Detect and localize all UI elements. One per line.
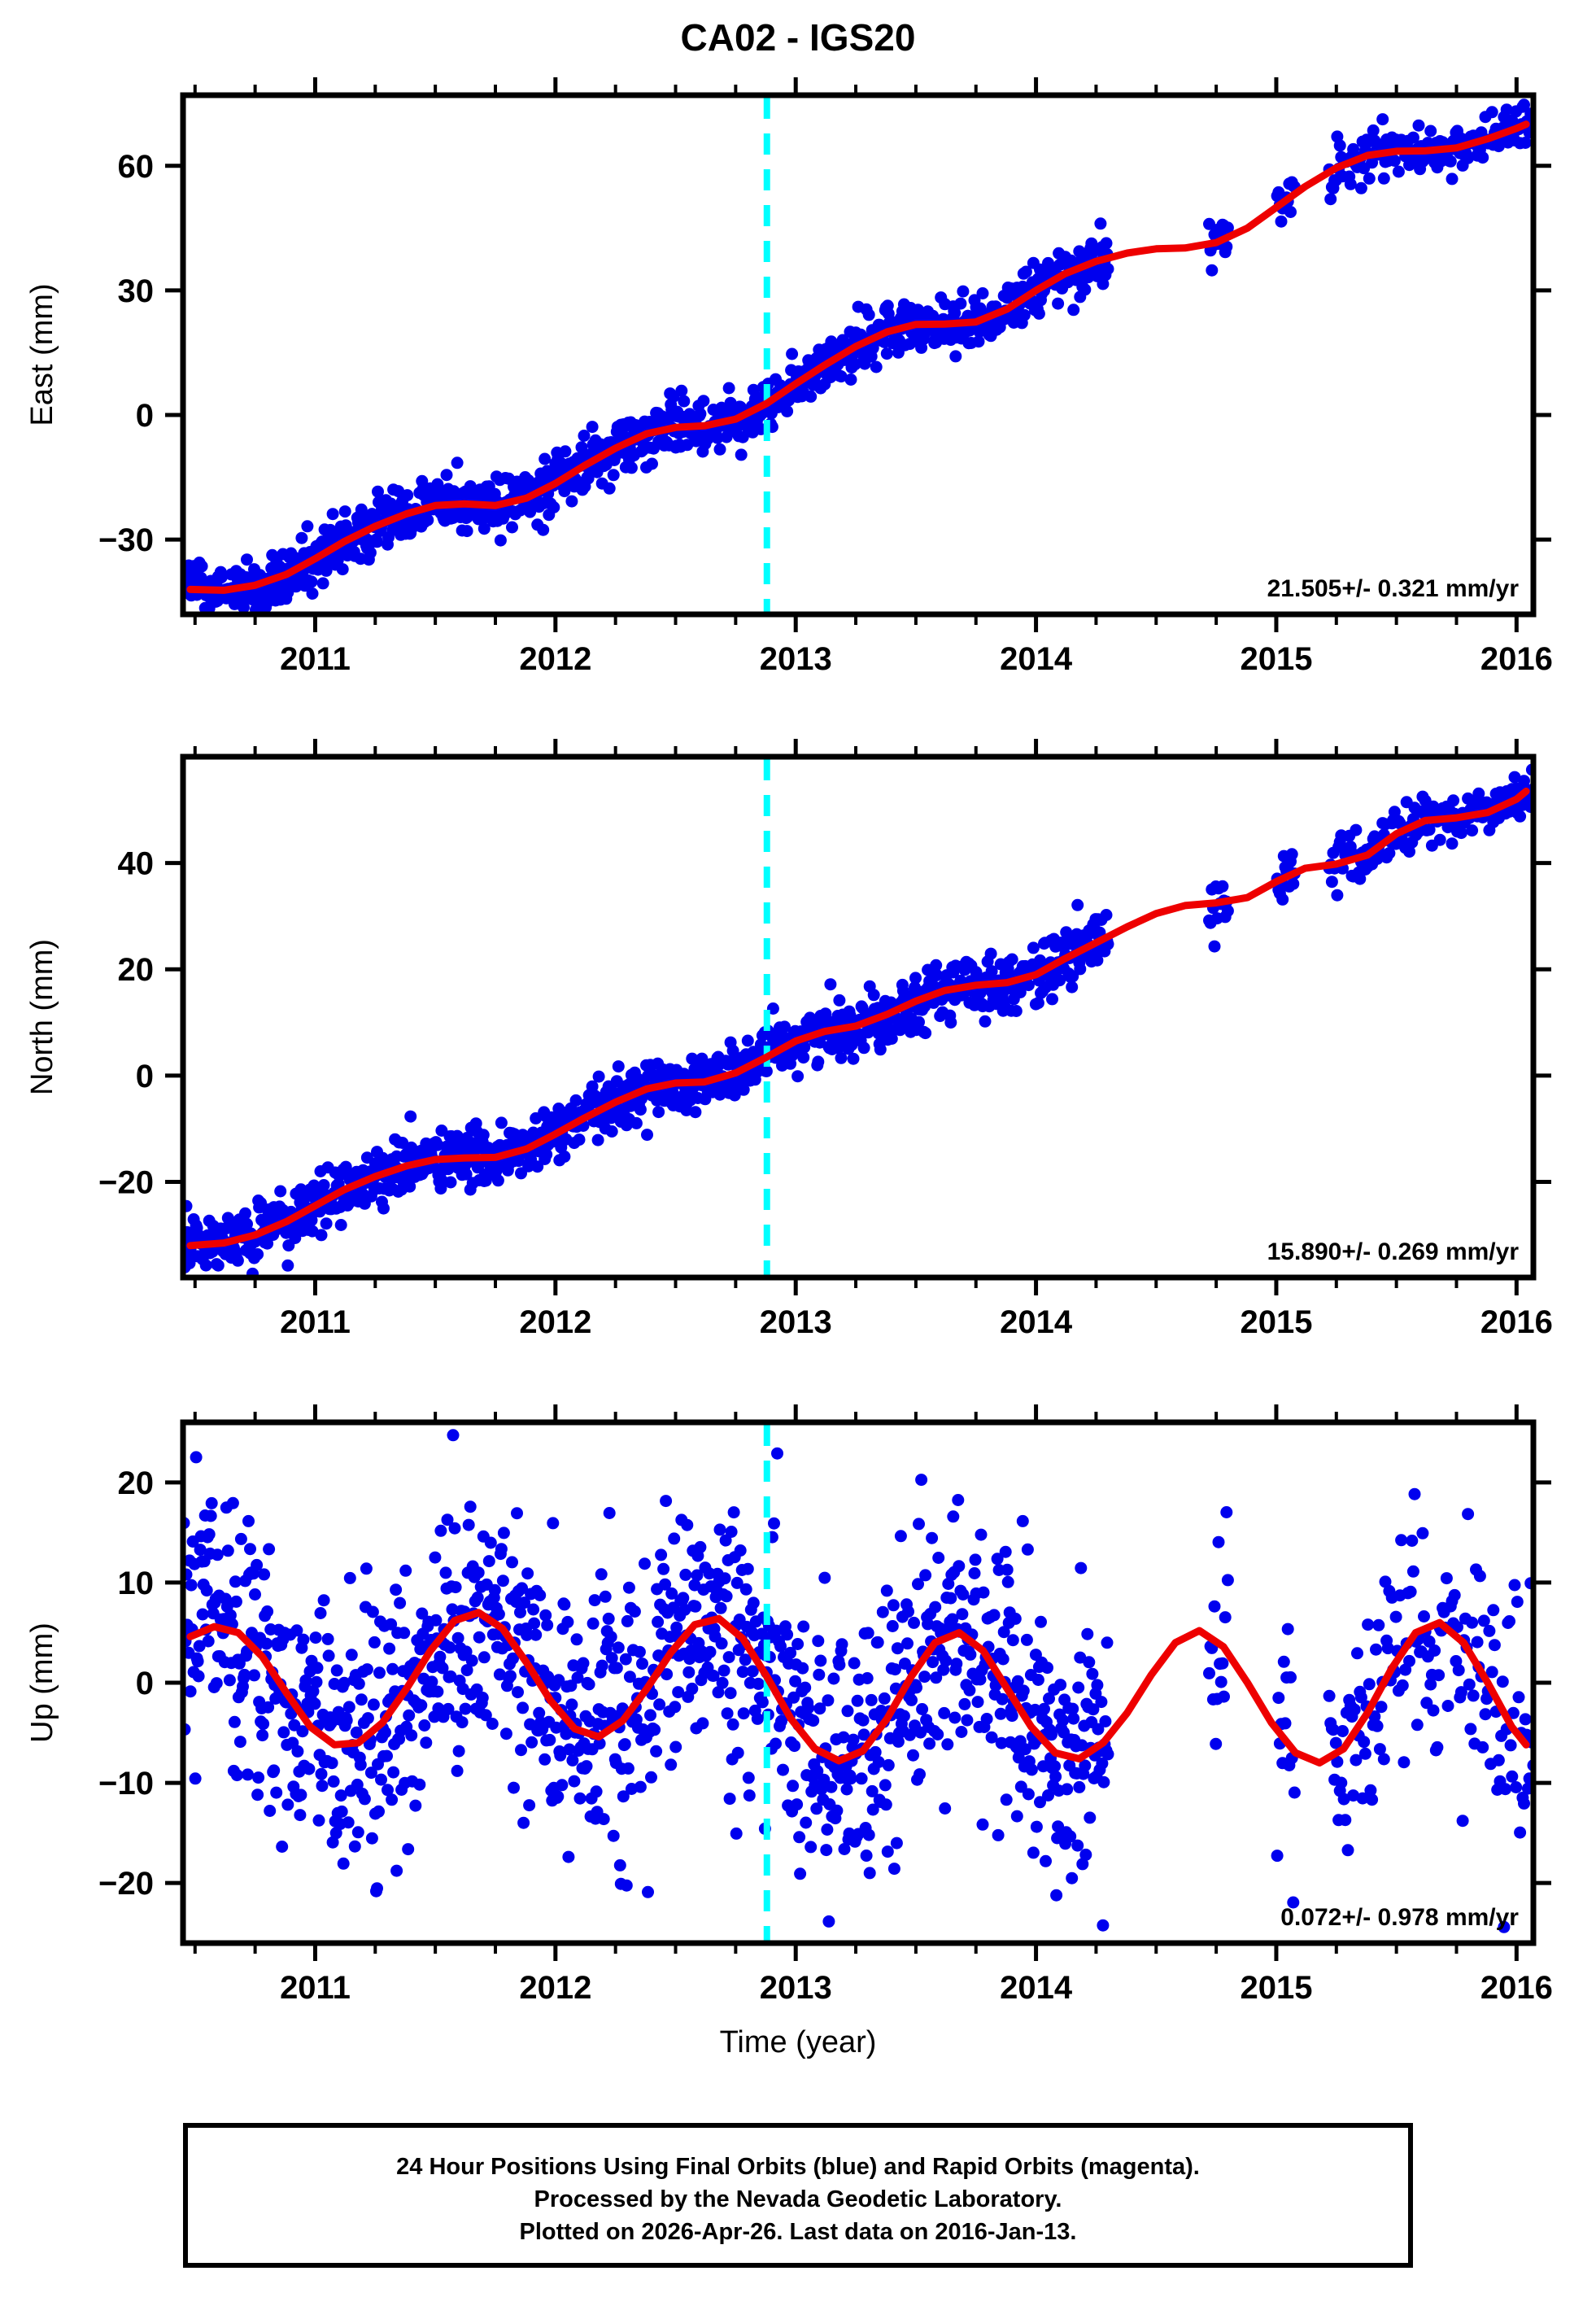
y-axis-ticks-east: −30 0 30 60: [98, 149, 1551, 558]
x-axis-ticks-east: [193, 77, 1519, 632]
y-axis-label-north: North (mm): [25, 939, 59, 1095]
x-tick-label: 2013: [760, 1304, 832, 1340]
caption-box: 24 Hour Positions Using Final Orbits (bl…: [183, 2123, 1413, 2268]
y-tick-label: 30: [118, 273, 155, 309]
x-tick-labels-east: 2011 2012 2013 2014 2015 2016: [280, 641, 1553, 677]
x-tick-label: 2011: [280, 1304, 351, 1340]
x-tick-label: 2013: [760, 1970, 832, 2006]
y-tick-label: 20: [118, 952, 155, 988]
x-tick-label: 2016: [1480, 641, 1553, 677]
y-tick-label: −20: [98, 1866, 154, 1902]
x-axis-label: Time (year): [720, 2025, 877, 2059]
caption-line-3: Plotted on 2026-Apr-26. Last data on 201…: [520, 2219, 1077, 2245]
model-trend-line-up: [186, 1609, 1530, 1767]
x-tick-labels-up: 2011 2012 2013 2014 2015 2016: [280, 1970, 1553, 2006]
panel-east: 2011 2012 2013 2014 2015 2016 −30 0 30 60 East (mm…: [25, 77, 1553, 677]
rate-annotation-east: 21.505+/- 0.321 mm/yr: [1267, 575, 1520, 602]
panel-north: 2011 2012 2013 2014 2015 2016 −20 0 20 40 North (m…: [25, 739, 1553, 1340]
data-layer-north: [183, 759, 1533, 1277]
y-tick-label: −20: [98, 1164, 154, 1200]
x-tick-label: 2014: [1000, 1304, 1073, 1340]
x-tick-label: 2012: [519, 1304, 591, 1340]
x-tick-label: 2016: [1480, 1304, 1553, 1340]
x-tick-label: 2011: [280, 641, 351, 677]
x-tick-label: 2012: [519, 1970, 591, 2006]
y-axis-label-east: East (mm): [25, 283, 59, 426]
data-layer-east: [183, 98, 1533, 614]
y-tick-label: −30: [98, 522, 154, 558]
caption-line-1: 24 Hour Positions Using Final Orbits (bl…: [396, 2154, 1200, 2180]
x-tick-label: 2013: [760, 641, 832, 677]
y-tick-label: 0: [136, 398, 154, 434]
x-axis-ticks-up: [193, 1404, 1519, 1961]
x-tick-label: 2016: [1480, 1970, 1553, 2006]
rate-annotation-up: 0.072+/- 0.978 mm/yr: [1280, 1904, 1519, 1931]
x-tick-label: 2015: [1240, 1970, 1312, 2006]
x-tick-label: 2011: [280, 1970, 351, 2006]
page-title: CA02 - IGS20: [681, 16, 916, 59]
plot-frame-north: [180, 753, 1537, 1281]
y-axis-ticks-north: −20 0 20 40: [98, 846, 1551, 1200]
caption-box-frame: [183, 2123, 1413, 2268]
y-tick-label: 40: [118, 846, 155, 882]
panels-group: 2011 2012 2013 2014 2015 2016 −30 0 30 60 East (mm…: [25, 77, 1553, 2006]
x-tick-label: 2012: [519, 641, 591, 677]
x-axis-ticks-north: [193, 739, 1519, 1295]
x-tick-label: 2015: [1240, 641, 1312, 677]
y-tick-label: 10: [118, 1566, 155, 1601]
y-tick-label: 60: [118, 149, 155, 185]
y-tick-label: −10: [98, 1766, 154, 1802]
y-tick-label: 20: [118, 1465, 155, 1501]
y-tick-label: 0: [136, 1059, 154, 1094]
plot-frame-east: [180, 92, 1537, 618]
model-trend-line-north: [186, 787, 1530, 1250]
rate-annotation-north: 15.890+/- 0.269 mm/yr: [1267, 1238, 1520, 1265]
x-tick-label: 2014: [1000, 1970, 1073, 2006]
caption-line-2: Processed by the Nevada Geodetic Laborat…: [534, 2186, 1062, 2212]
y-tick-label: 0: [136, 1666, 154, 1701]
y-axis-ticks-up: −20 −10 0 10 20: [98, 1465, 1551, 1902]
x-tick-labels-north: 2011 2012 2013 2014 2015 2016: [280, 1304, 1553, 1340]
x-tick-label: 2014: [1000, 641, 1073, 677]
data-layer-up: [183, 1425, 1533, 1941]
x-tick-label: 2015: [1240, 1304, 1312, 1340]
model-trend-line-east: [186, 120, 1530, 594]
y-axis-label-up: Up (mm): [25, 1622, 59, 1743]
panel-up: 2011 2012 2013 2014 2015 2016 −20 −10 0 10 20 Up (m…: [25, 1404, 1553, 2006]
